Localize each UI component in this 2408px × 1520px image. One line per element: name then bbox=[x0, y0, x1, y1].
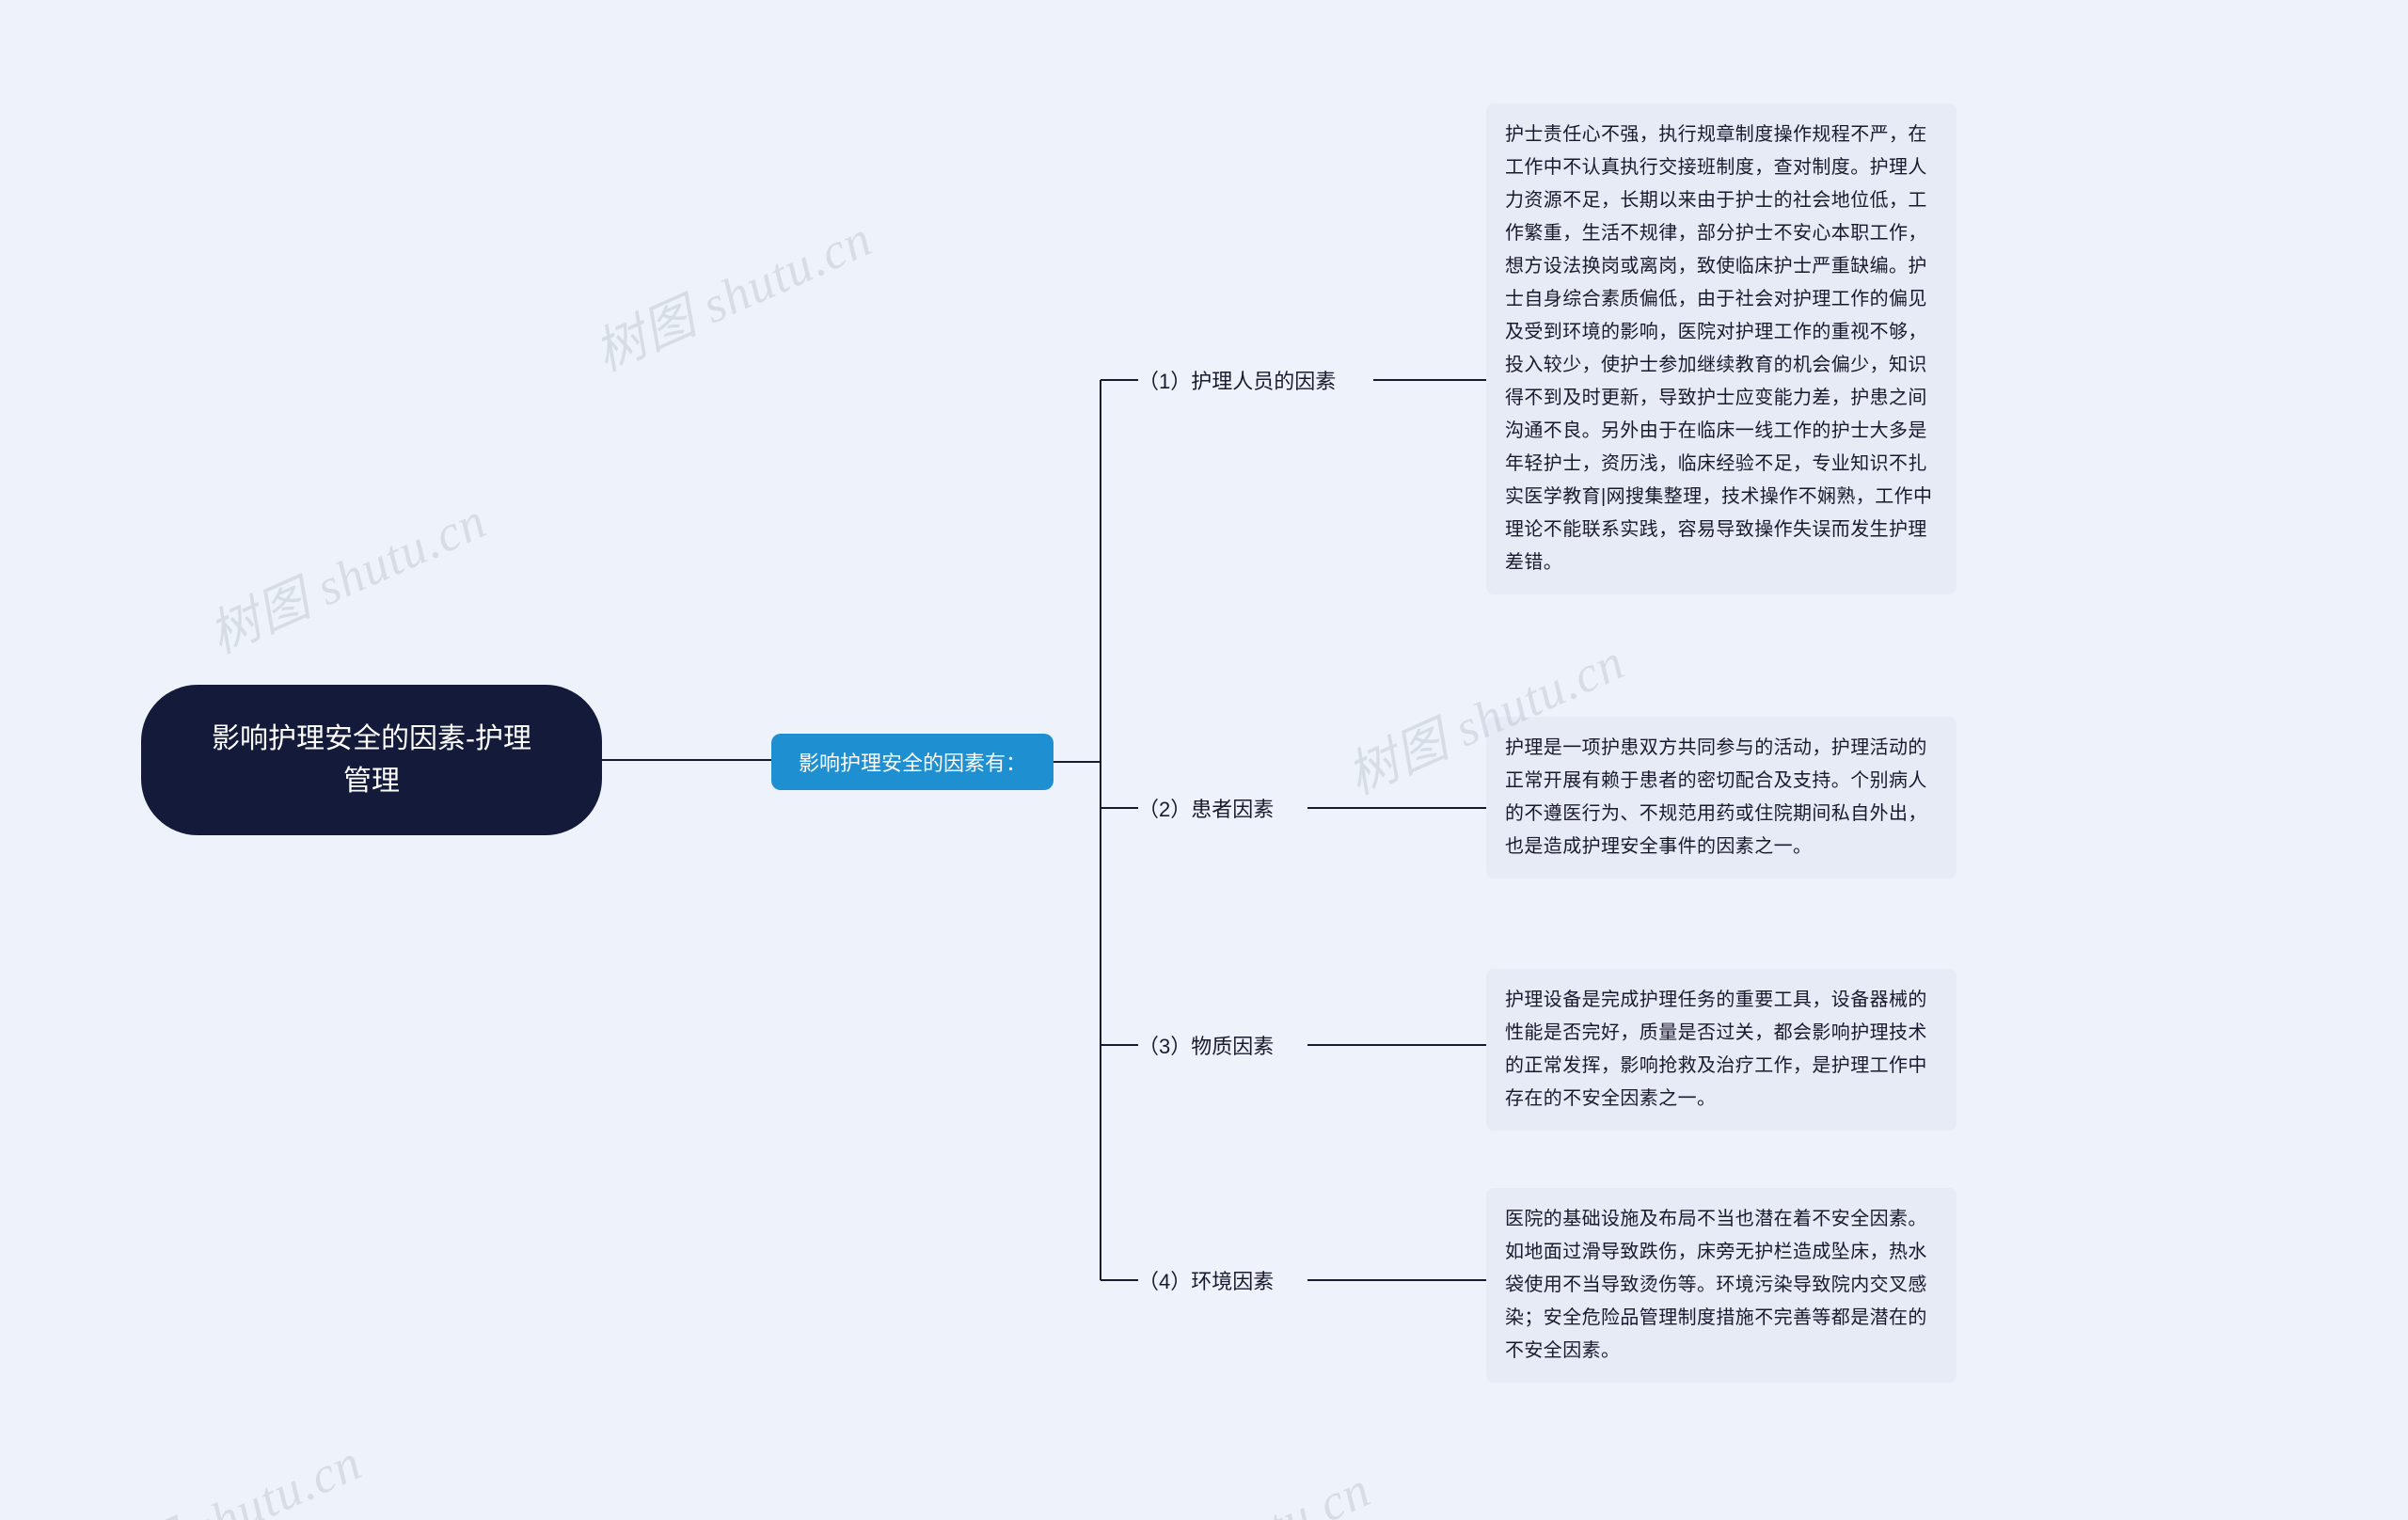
watermark: 图 shutu.cn bbox=[118, 1421, 371, 1520]
mindmap-branch-2-label[interactable]: （2）患者因素 bbox=[1138, 793, 1307, 823]
mindmap-branch-1-label[interactable]: （1）护理人员的因素 bbox=[1138, 365, 1373, 395]
branch-1-text: （1）护理人员的因素 bbox=[1138, 365, 1336, 395]
branch-4-text: （4）环境因素 bbox=[1138, 1265, 1274, 1295]
branch-2-leaf-text: 护理是一项护患双方共同参与的活动，护理活动的正常开展有赖于患者的密切配合及支持。… bbox=[1505, 732, 1938, 863]
mindmap-root-node[interactable]: 影响护理安全的因素-护理 管理 bbox=[141, 685, 602, 835]
mindmap-branch-4-label[interactable]: （4）环境因素 bbox=[1138, 1265, 1307, 1295]
branch-4-leaf-text: 医院的基础设施及布局不当也潜在着不安全因素。如地面过滑导致跌伤，床旁无护栏造成坠… bbox=[1505, 1203, 1938, 1368]
branch-1-leaf-text: 护士责任心不强，执行规章制度操作规程不严，在工作中不认真执行交接班制度，查对制度… bbox=[1505, 119, 1938, 579]
root-label-line1: 影响护理安全的因素-护理 bbox=[212, 723, 531, 754]
branch-3-leaf-text: 护理设备是完成护理任务的重要工具，设备器械的性能是否完好，质量是否过关，都会影响… bbox=[1505, 984, 1938, 1116]
branch-3-text: （3）物质因素 bbox=[1138, 1030, 1274, 1060]
mindmap-branch-1-leaf: 护士责任心不强，执行规章制度操作规程不严，在工作中不认真执行交接班制度，查对制度… bbox=[1486, 103, 1956, 594]
mindmap-level1-node[interactable]: 影响护理安全的因素有： bbox=[771, 734, 1054, 790]
level1-label: 影响护理安全的因素有： bbox=[799, 747, 1026, 777]
watermark: 树图 shutu.cn bbox=[581, 197, 882, 385]
mindmap-branch-2-leaf: 护理是一项护患双方共同参与的活动，护理活动的正常开展有赖于患者的密切配合及支持。… bbox=[1486, 717, 1956, 879]
root-label-line2: 管理 bbox=[343, 766, 400, 797]
watermark: 树图 shutu.cn bbox=[1080, 1448, 1381, 1520]
root-label: 影响护理安全的因素-护理 管理 bbox=[212, 718, 531, 802]
watermark: 树图 shutu.cn bbox=[196, 479, 497, 667]
branch-2-text: （2）患者因素 bbox=[1138, 793, 1274, 823]
mindmap-branch-4-leaf: 医院的基础设施及布局不当也潜在着不安全因素。如地面过滑导致跌伤，床旁无护栏造成坠… bbox=[1486, 1188, 1956, 1383]
mindmap-branch-3-label[interactable]: （3）物质因素 bbox=[1138, 1030, 1307, 1060]
mindmap-branch-3-leaf: 护理设备是完成护理任务的重要工具，设备器械的性能是否完好，质量是否过关，都会影响… bbox=[1486, 969, 1956, 1131]
